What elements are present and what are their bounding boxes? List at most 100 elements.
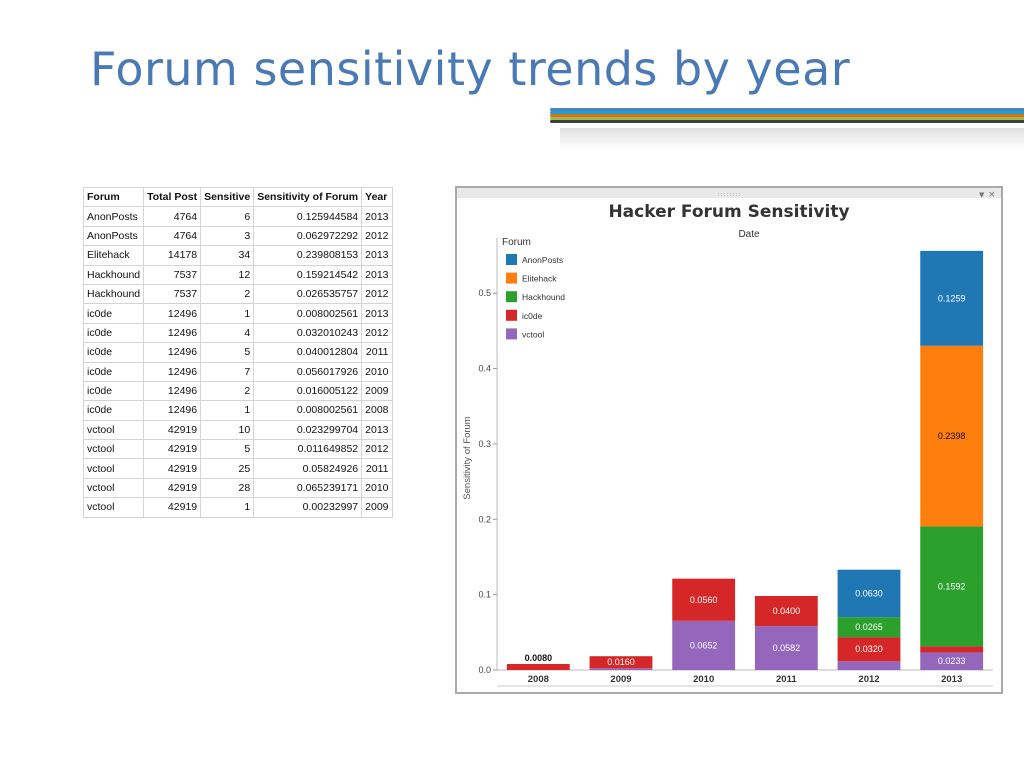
chart-legend-label: Hackhound — [522, 292, 565, 302]
bar-segment-ic0de — [837, 637, 901, 662]
table-cell: 12 — [200, 264, 255, 285]
table-cell: 2009 — [361, 380, 393, 402]
table-cell: ic0de — [82, 361, 145, 382]
chart-legend-swatch — [506, 291, 517, 303]
table-cell: vctool — [82, 439, 145, 460]
chart-panel: Hacker Forum Sensitivity Date Sensitivity … — [455, 186, 1003, 694]
chart-y-tick-label: 0.4 — [478, 364, 491, 374]
table-cell: 2013 — [361, 419, 393, 441]
table-cell: vctool — [82, 477, 145, 499]
bar-segment-ic0de — [754, 595, 818, 627]
table-cell: 3 — [200, 225, 255, 247]
table-cell: AnonPosts — [82, 206, 145, 227]
table-cell: ic0de — [82, 322, 145, 344]
table-row: ic0de 12496 5 0.040012804 2011 — [82, 342, 393, 363]
table-cell: 0.056017926 — [253, 361, 363, 382]
table-cell: 5 — [200, 342, 255, 363]
bar-segment-anonposts — [920, 250, 984, 346]
bar-data-label: 0.1259 — [938, 293, 966, 303]
bar-segment-ic0de — [589, 656, 653, 669]
table-cell: 7537 — [143, 283, 202, 305]
table-cell: 2011 — [361, 342, 393, 363]
table-cell: 2010 — [361, 477, 393, 499]
table-cell: 10 — [200, 419, 255, 441]
table-row: Hackhound 7537 2 0.026535757 2012 — [82, 283, 393, 305]
table-cell: 6 — [200, 206, 255, 227]
chart-x-tick-label: 2010 — [693, 674, 714, 685]
table-cell: 0.125944584 — [253, 206, 363, 227]
table-cell: 25 — [200, 458, 255, 479]
table-body: AnonPosts 4764 6 0.125944584 2013 AnonPosts 47… — [82, 206, 393, 518]
table-cell: 12496 — [143, 361, 202, 382]
bar-segment-vctool — [837, 661, 901, 670]
table-cell: 42919 — [143, 497, 202, 518]
chart-y-tick-label: 0.5 — [478, 288, 491, 298]
table-row: Elitehack 14178 34 0.239808153 2013 — [82, 245, 393, 266]
table-cell: 0.159214542 — [253, 264, 363, 285]
bar-data-label: 0.0160 — [607, 657, 635, 667]
table-cell: 0.008002561 — [253, 400, 363, 421]
chart-legend-swatch — [506, 309, 517, 321]
table-cell: 0.239808153 — [253, 245, 363, 266]
table-header-cell: Sensitive — [200, 186, 255, 208]
table-cell: Hackhound — [82, 283, 145, 305]
bar-segment-elitehack — [920, 345, 984, 527]
bar-segment-ic0de — [506, 663, 570, 670]
bar-segment-hackhound — [920, 526, 984, 647]
title-decoration-stripes — [550, 108, 1024, 128]
table-cell: 2011 — [361, 458, 393, 479]
chart-x-tick-label: 2011 — [776, 674, 797, 685]
table-cell: 5 — [200, 439, 255, 460]
table-cell: Elitehack — [82, 245, 145, 266]
table-row: vctool 42919 28 0.065239171 2010 — [82, 477, 393, 499]
bar-segment-vctool — [754, 626, 818, 670]
chart-x-axis-title: Date — [738, 229, 760, 240]
forum-data-table: Forum Total Post Sensitive Sensitivity of F… — [82, 186, 393, 518]
table-cell: 0.016005122 — [253, 380, 363, 402]
table-row: Hackhound 7537 12 0.159214542 2013 — [82, 264, 393, 285]
table-cell: ic0de — [82, 400, 145, 421]
table-cell: 34 — [200, 245, 255, 266]
table-cell: 0.032010243 — [253, 322, 363, 344]
table-cell: 42919 — [143, 477, 202, 499]
table-cell: 42919 — [143, 439, 202, 460]
table-row: ic0de 12496 2 0.016005122 2009 — [82, 380, 393, 402]
chart-legend-swatch — [506, 328, 517, 340]
table-cell: ic0de — [82, 342, 145, 363]
chart-panel-titlebar[interactable] — [457, 188, 1001, 198]
chart-legend-swatch — [506, 272, 517, 284]
table-row: ic0de 12496 1 0.008002561 2013 — [82, 303, 393, 324]
chart-y-tick-label: 0.3 — [478, 439, 491, 449]
table-cell: 2012 — [361, 283, 393, 305]
table-cell: AnonPosts — [82, 225, 145, 247]
title-stripe — [550, 120, 1024, 123]
table-cell: 0.026535757 — [253, 283, 363, 305]
bar-data-label: 0.0080 — [525, 653, 553, 663]
table-cell: 2013 — [361, 303, 393, 324]
table-row: ic0de 12496 4 0.032010243 2012 — [82, 322, 393, 344]
table-header-row: Forum Total Post Sensitive Sensitivity of F… — [82, 186, 393, 208]
table-cell: 2012 — [361, 322, 393, 344]
table-row: AnonPosts 4764 6 0.125944584 2013 — [82, 206, 393, 227]
table-header-cell: Sensitivity of Forum — [253, 186, 363, 208]
bar-data-label: 0.0652 — [690, 640, 718, 650]
bar-segment-hackhound — [837, 617, 901, 638]
chart-legend-label: AnonPosts — [522, 255, 563, 265]
close-icon: × — [988, 190, 996, 200]
table-row: ic0de 12496 1 0.008002561 2008 — [82, 400, 393, 421]
table-cell: 42919 — [143, 458, 202, 479]
table-cell: 12496 — [143, 380, 202, 402]
table-cell: 0.040012804 — [253, 342, 363, 363]
chart-x-tick-label: 2008 — [528, 674, 549, 685]
chart-legend-title: Forum — [502, 237, 531, 248]
table-cell: 42919 — [143, 419, 202, 441]
table-cell: 2012 — [361, 225, 393, 247]
chart-y-tick-label: 0.2 — [478, 514, 491, 524]
bar-data-label: 0.0265 — [855, 622, 883, 632]
table-cell: 1 — [200, 303, 255, 324]
table-cell: ic0de — [82, 380, 145, 402]
table-cell: 0.008002561 — [253, 303, 363, 324]
table-cell: 0.00232997 — [253, 497, 363, 518]
table-cell: 2 — [200, 380, 255, 402]
bar-data-label: 0.1592 — [938, 581, 966, 591]
